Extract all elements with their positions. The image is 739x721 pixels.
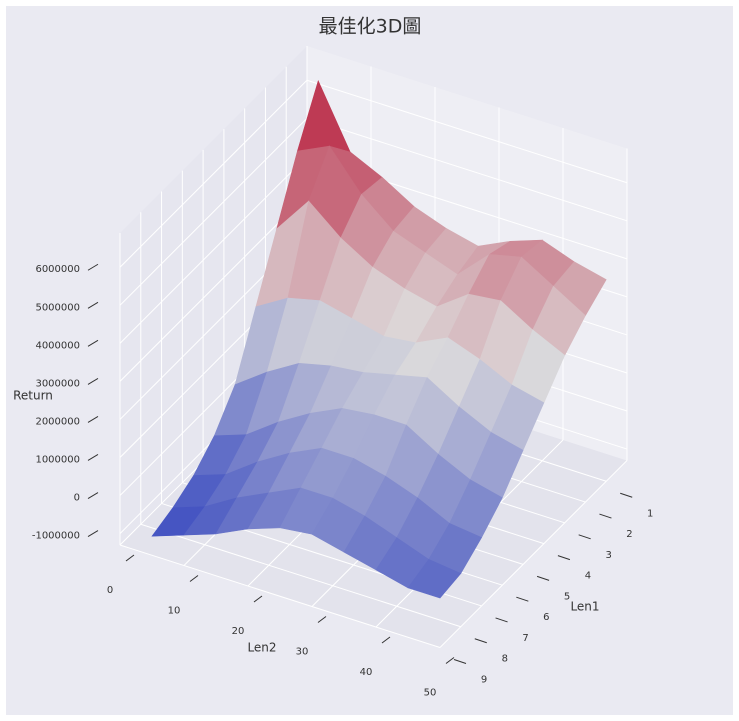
z-tick (87, 301, 99, 309)
x-tick (125, 554, 135, 562)
z-tick (87, 530, 99, 538)
y-tick (495, 617, 508, 623)
y-tick-label: 7 (522, 633, 528, 644)
y-tick-label: 9 (481, 675, 487, 686)
left-pane (120, 46, 307, 545)
z-tick-label: -1000000 (32, 531, 80, 542)
z-tick-label: 1000000 (35, 454, 80, 465)
grid-line (119, 117, 308, 306)
x-tick (381, 636, 391, 644)
z-tick (87, 492, 99, 499)
x-tick-label: 10 (168, 606, 181, 617)
x-axis-label: Len2 (247, 641, 276, 655)
grid-line (119, 194, 308, 382)
x-tick-label: 50 (424, 688, 437, 699)
y-tick-label: 8 (502, 654, 508, 665)
z-tick-label: 3000000 (35, 378, 80, 389)
x-tick (317, 616, 327, 623)
grid-line (119, 155, 308, 344)
x-tick (253, 595, 263, 603)
x-tick (445, 657, 455, 664)
grid-line (140, 523, 461, 628)
z-tick (87, 263, 99, 271)
z-tick-label: 2000000 (35, 416, 80, 427)
y-tick (557, 555, 571, 561)
y-tick-label: 1 (647, 508, 653, 519)
y-tick (599, 513, 612, 519)
z-tick-label: 6000000 (35, 264, 80, 275)
z-axis-label: Return (13, 389, 53, 403)
z-tick-label: 0 (74, 493, 80, 504)
y-tick-label: 2 (626, 529, 632, 540)
y-tick (474, 638, 487, 644)
y-tick-label: 3 (605, 550, 611, 561)
z-tick-label: 5000000 (35, 302, 80, 313)
y-tick-label: 4 (585, 571, 591, 582)
surface-face (407, 559, 462, 599)
z-tick (87, 416, 99, 423)
chart-title: 最佳化3D圖 (319, 16, 422, 38)
x-tick-label: 20 (232, 626, 245, 637)
y-tick (578, 534, 591, 540)
grid-line (119, 79, 308, 268)
y-tick (620, 492, 633, 498)
grid-line (306, 117, 628, 222)
surface (151, 79, 607, 599)
grid-line (306, 79, 628, 184)
y-tick (536, 575, 550, 581)
y-axis-label: Len1 (570, 600, 599, 614)
x-tick (189, 575, 199, 582)
y-tick (516, 596, 529, 602)
x-tick-label: 0 (107, 585, 113, 596)
x-tick-label: 40 (360, 667, 373, 678)
y-tick (453, 659, 467, 664)
x-tick-label: 30 (296, 647, 309, 658)
z-tick (87, 339, 99, 347)
z-tick (87, 377, 99, 385)
y-tick-label: 5 (564, 591, 570, 602)
grid-line (119, 544, 441, 648)
grid-line (439, 460, 628, 648)
z-tick-label: 4000000 (35, 340, 80, 351)
y-tick-label: 6 (543, 612, 549, 623)
z-tick (87, 454, 99, 461)
